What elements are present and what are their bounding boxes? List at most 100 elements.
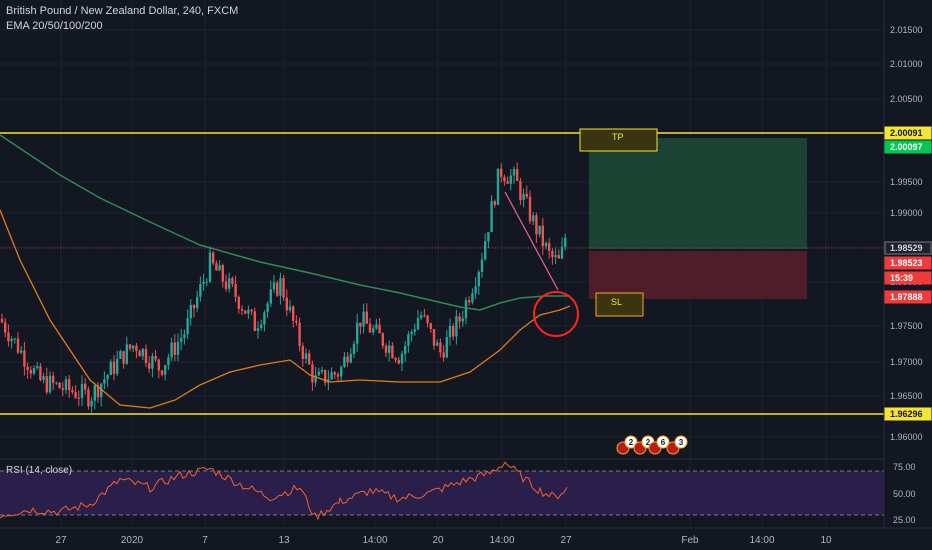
candle-body: [199, 283, 202, 297]
price-tick-label: 2.01500: [890, 25, 923, 35]
candle-body: [189, 304, 192, 319]
candle-body: [352, 343, 356, 355]
candle-body: [122, 351, 125, 364]
candle-body: [234, 283, 237, 297]
price-label-text: 1.96296: [890, 409, 923, 419]
candle-body: [381, 333, 384, 346]
tp-box[interactable]: [579, 128, 658, 152]
candle-body: [26, 366, 29, 371]
event-badge[interactable]: [624, 435, 638, 449]
candle-body: [250, 309, 253, 312]
candle-body: [71, 390, 74, 393]
candle-body: [154, 355, 157, 360]
candle-body: [42, 376, 45, 381]
ema-green-line: [0, 134, 570, 311]
candle-body: [212, 252, 215, 264]
price-tick-label: 2.01000: [890, 59, 923, 69]
candle-body: [132, 345, 135, 349]
event-flags[interactable]: 2 2 6 3: [616, 435, 688, 455]
candle-body: [535, 215, 538, 235]
candle-body: [528, 196, 532, 222]
candle-body: [39, 366, 42, 381]
price-tick-label: 1.97500: [890, 321, 923, 331]
candle-body: [522, 193, 525, 201]
candle-body: [458, 316, 461, 322]
candle-body: [288, 306, 292, 311]
price-tick-label: 1.96500: [890, 391, 923, 401]
rsi-legend[interactable]: RSI (14, close): [6, 465, 73, 476]
price-label-text: 1.98523: [890, 258, 923, 268]
candle-body: [340, 367, 343, 377]
candle-body: [176, 341, 180, 355]
candle-body: [16, 338, 20, 353]
candle-body: [448, 325, 452, 338]
indicator-legend[interactable]: EMA 20/50/100/200: [6, 20, 103, 32]
candle-body: [343, 356, 346, 368]
candle-body: [324, 369, 327, 383]
tp-label: TP: [612, 132, 624, 142]
candle-body: [4, 322, 7, 333]
candle-body: [442, 352, 445, 358]
candle-body: [346, 356, 349, 363]
sl-label: SL: [611, 297, 622, 307]
candle-body: [148, 363, 151, 369]
candle-body: [55, 382, 58, 384]
time-tick-label: 10: [820, 535, 832, 546]
price-label-box: [884, 290, 932, 304]
candle-body: [173, 342, 176, 355]
time-tick-label: 14:00: [362, 535, 387, 546]
price-tick-label: 1.96000: [890, 432, 923, 442]
candle-body: [439, 342, 442, 353]
candle-body: [13, 338, 16, 340]
event-badge[interactable]: [656, 435, 670, 449]
candle-body: [314, 375, 317, 383]
candle-body: [282, 278, 285, 298]
candle-body: [240, 309, 244, 311]
candle-body: [109, 361, 112, 376]
candle-body: [119, 351, 122, 359]
candle-body: [180, 337, 183, 342]
candle-body: [538, 225, 541, 235]
price-label-box: [884, 407, 932, 421]
candle-body: [336, 374, 340, 377]
price-tick-label: 2.00500: [890, 94, 923, 104]
candle-body: [436, 342, 439, 346]
candle-body: [464, 300, 468, 319]
candle-body: [276, 282, 279, 296]
candle-body: [167, 357, 170, 366]
price-labels: 2.00091 2.00097 1.98529 1.98523 15:39 1.97888…: [884, 126, 932, 421]
candle-body: [516, 169, 519, 182]
candle-body: [292, 306, 295, 321]
candle-body: [503, 176, 506, 182]
candle-body: [557, 255, 560, 259]
candle-body: [266, 303, 269, 313]
candle-body: [224, 281, 228, 289]
candle-body: [410, 331, 413, 335]
candle-body: [500, 168, 503, 177]
candle-body: [228, 278, 231, 289]
candle-body: [164, 365, 167, 375]
event-badge[interactable]: [674, 435, 688, 449]
candle-body: [541, 225, 544, 247]
candle-body: [349, 354, 352, 363]
time-tick-label: 27: [55, 535, 67, 546]
rsi-tick-label: 25.00: [893, 515, 916, 525]
symbol-title[interactable]: British Pound / New Zealand Dollar, 240,…: [6, 5, 239, 17]
price-label-text: 15:39: [890, 273, 913, 283]
candle-body: [128, 344, 132, 349]
candle-body: [333, 372, 336, 375]
candle-body: [269, 289, 272, 304]
rsi-axis[interactable]: 75.00 50.00 25.00: [893, 462, 916, 525]
candle-body: [260, 324, 263, 329]
chart-header: British Pound / New Zealand Dollar, 240,…: [6, 4, 238, 34]
time-axis[interactable]: 27 2020 7 13 14:00 20 14:00 27 Feb 14:00 10: [55, 535, 832, 546]
sl-box[interactable]: [595, 292, 644, 317]
candle-body: [426, 315, 429, 324]
candle-body: [244, 310, 247, 314]
candle-body: [74, 392, 77, 398]
candle-body: [468, 300, 471, 303]
candle-body: [432, 328, 436, 346]
price-label-text: 2.00097: [890, 142, 923, 152]
candle-body: [356, 322, 359, 344]
